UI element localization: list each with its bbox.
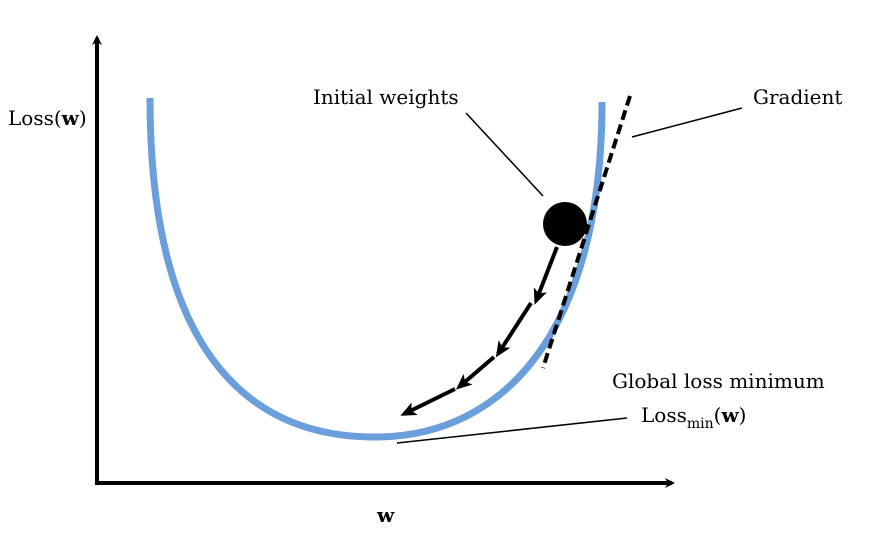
minimum-leader [396, 417, 628, 444]
descent-step-arrow [533, 246, 559, 305]
gradient-tangent-line [541, 95, 632, 369]
gradient-leader [631, 107, 743, 138]
y-axis-label-close: ) [78, 106, 87, 130]
y-axis-label-text: Loss( [8, 106, 62, 130]
loss-min-close: ) [738, 403, 747, 427]
x-axis-label: w [377, 503, 395, 527]
y-axis-label: Loss(w) [8, 108, 87, 128]
loss-min-text: Loss [641, 403, 687, 427]
initial-weights-label: Initial weights [313, 85, 459, 109]
loss-min-open: ( [713, 403, 722, 427]
descent-step-arrow [495, 301, 533, 358]
loss-min-label: Lossmin(w) [641, 403, 747, 431]
loss-curve [146, 97, 606, 441]
descent-step-arrow [400, 387, 456, 416]
y-axis-label-var: w [61, 106, 79, 130]
initial-weights-leader [465, 112, 544, 197]
descent-step-arrow [455, 355, 496, 390]
initial-weights-ball [543, 202, 587, 246]
loss-min-var: w [721, 403, 739, 427]
loss-min-subscript: min [686, 416, 714, 432]
global-minimum-label: Global loss minimum [612, 369, 825, 393]
gradient-label: Gradient [753, 85, 843, 109]
